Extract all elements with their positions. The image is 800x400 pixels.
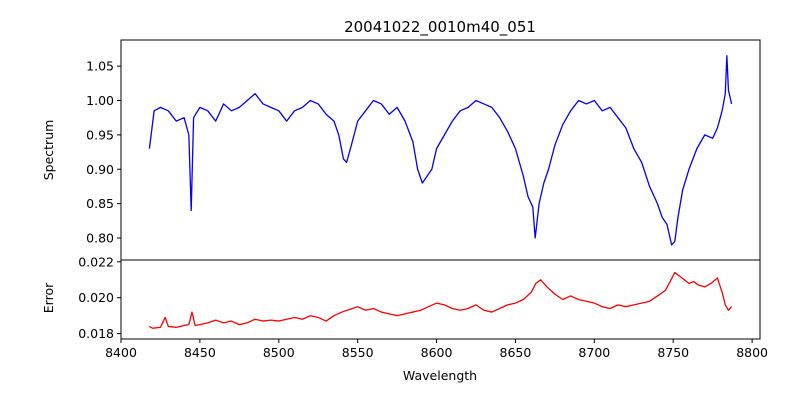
x-tick-label: 8500 (263, 345, 295, 360)
x-tick-label: 8450 (184, 345, 216, 360)
error-y-tick-label: 0.022 (78, 254, 114, 269)
x-tick-label: 8400 (105, 345, 137, 360)
spectrum-panel: Spectrum 0.80 0.85 0.90 0.95 1.00 1.05 (41, 39, 761, 261)
spectrum-y-tick-label: 0.90 (86, 162, 114, 177)
x-tick-label: 8550 (342, 345, 374, 360)
chart-title: 20041022_0010m40_051 (344, 18, 536, 37)
x-tick-label: 8700 (578, 345, 610, 360)
spectrum-y-tick-label: 0.85 (86, 196, 114, 211)
error-y-tick-label: 0.018 (78, 326, 114, 341)
x-tick-label: 8650 (500, 345, 532, 360)
error-series-line (149, 271, 733, 329)
x-axis-label: Wavelength (403, 368, 477, 383)
x-tick-label: 8800 (736, 345, 768, 360)
spectrum-y-tick-label: 0.95 (86, 127, 114, 142)
spectrum-series-line (148, 55, 733, 246)
spectrum-y-tick-label: 0.80 (86, 231, 114, 246)
spectrum-y-axis-label: Spectrum (41, 120, 56, 181)
error-y-tick-label: 0.020 (78, 290, 114, 305)
spectrum-y-tick-label: 1.00 (86, 93, 114, 108)
x-tick-label: 8600 (421, 345, 453, 360)
error-panel: Error Wavelength 0.018 0.020 0.022 8400 8450… (41, 254, 768, 383)
spectrum-y-tick-label: 1.05 (86, 59, 114, 74)
error-plot-frame (120, 259, 761, 340)
x-tick-label: 8750 (657, 345, 689, 360)
error-y-axis-label: Error (41, 282, 56, 313)
